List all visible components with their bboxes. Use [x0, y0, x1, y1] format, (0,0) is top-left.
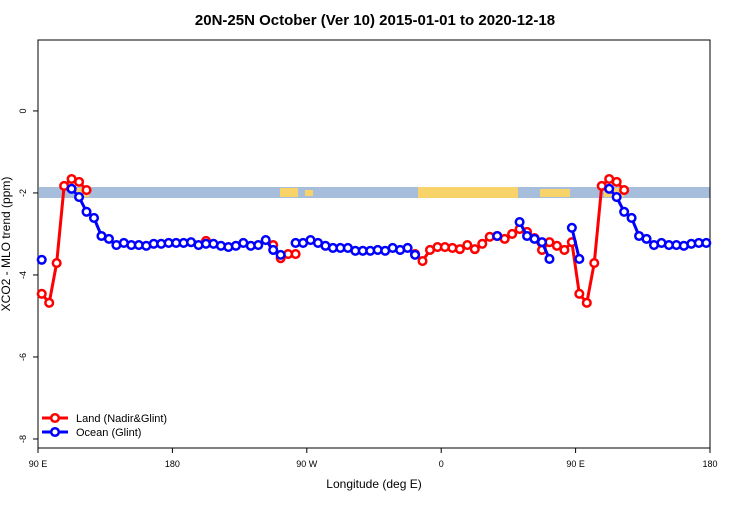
legend-label: Land (Nadir&Glint) — [76, 413, 167, 425]
data-point — [574, 288, 585, 299]
data-point — [626, 212, 637, 224]
x-tick-label: 180 — [702, 459, 717, 469]
data-point — [103, 233, 114, 244]
data-point — [641, 233, 652, 244]
x-tick-label: 90 E — [566, 459, 585, 469]
x-tick-label: 0 — [439, 459, 444, 469]
y-axis-label: XCO2 - MLO trend (ppm) — [0, 177, 13, 312]
data-point — [74, 191, 85, 203]
data-point — [559, 244, 570, 255]
data-point — [477, 238, 488, 249]
data-point — [44, 297, 55, 308]
data-point — [619, 185, 630, 196]
data-point — [253, 239, 264, 251]
y-tick-label: 0 — [18, 108, 28, 113]
data-point — [611, 176, 622, 187]
y-tick-label: -4 — [18, 271, 28, 279]
data-point — [260, 235, 271, 246]
chart-title: 20N-25N October (Ver 10) 2015-01-01 to 2… — [195, 12, 555, 29]
data-point — [36, 254, 47, 265]
data-point — [462, 239, 473, 251]
data-point — [581, 297, 592, 308]
data-point — [81, 185, 92, 196]
data-point — [589, 258, 600, 269]
map-land — [75, 188, 89, 197]
map-land — [305, 190, 313, 196]
x-tick-label: 90 E — [29, 459, 48, 469]
y-tick-label: -8 — [18, 435, 28, 443]
data-point — [566, 222, 577, 233]
data-point — [417, 255, 428, 267]
data-point — [51, 258, 62, 269]
y-tick-label: -2 — [18, 189, 28, 197]
map-ocean — [39, 187, 710, 198]
x-tick-label: 180 — [165, 459, 180, 469]
legend-label: Ocean (Glint) — [76, 427, 141, 439]
x-tick-label: 90 W — [296, 459, 318, 469]
x-axis-label: Longitude (deg E) — [326, 477, 421, 491]
data-point — [492, 230, 503, 242]
data-point — [36, 288, 47, 299]
data-point — [290, 248, 301, 260]
data-point — [611, 191, 622, 203]
data-point — [88, 212, 100, 224]
data-point — [544, 253, 555, 265]
data-point — [536, 237, 548, 248]
map-land — [280, 188, 298, 197]
data-point — [66, 183, 77, 194]
data-point — [514, 217, 525, 228]
legend-marker — [49, 426, 61, 438]
data-point — [81, 206, 92, 217]
y-tick-label: -6 — [18, 353, 28, 361]
data-point — [551, 240, 562, 251]
data-point — [507, 228, 518, 240]
map-land — [540, 189, 570, 197]
data-point — [454, 244, 465, 255]
map-land — [418, 187, 518, 198]
data-point — [402, 242, 413, 253]
data-point — [275, 249, 286, 260]
data-point — [469, 244, 480, 255]
legend-marker — [49, 412, 61, 424]
data-point — [701, 237, 712, 249]
data-point — [574, 253, 585, 265]
data-point — [74, 176, 85, 187]
data-point — [268, 244, 279, 255]
data-point — [410, 249, 421, 260]
data-point — [604, 183, 615, 194]
data-point — [619, 206, 630, 217]
